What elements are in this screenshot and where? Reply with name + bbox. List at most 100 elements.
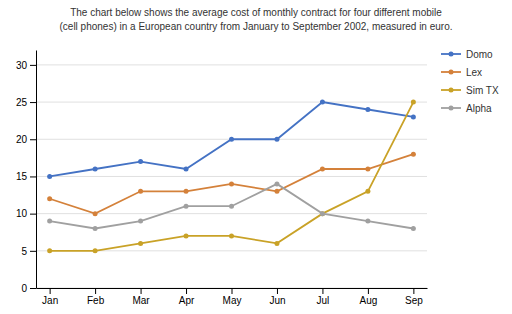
x-tick-label: Apr	[179, 295, 195, 306]
series-point	[320, 211, 325, 216]
series-point	[365, 189, 370, 194]
y-tick: 30	[16, 60, 36, 71]
series	[47, 100, 416, 254]
x-tick-label: Sep	[405, 295, 423, 306]
y-tick-mark	[30, 176, 36, 177]
x-tick-label: Jan	[42, 295, 58, 306]
x-tick: Apr	[179, 288, 195, 306]
y-tick-mark	[30, 251, 36, 252]
x-tick: May	[223, 288, 242, 306]
legend-item: Alpha	[441, 103, 492, 114]
legend-item: Lex	[441, 67, 482, 78]
y-tick-mark	[30, 65, 36, 66]
y-axis: 0 5 10 15 20 25 30	[16, 51, 37, 294]
x-tick-mark	[322, 288, 323, 294]
legend-marker	[449, 70, 454, 75]
y-tick-mark	[30, 139, 36, 140]
x-tick: Jun	[269, 288, 285, 306]
series-point	[365, 167, 370, 172]
series-point	[320, 211, 325, 216]
x-tick-mark	[232, 288, 233, 294]
series-point	[229, 137, 234, 142]
grid-line	[36, 64, 427, 65]
legend-item: Domo	[441, 49, 493, 60]
series-point	[184, 167, 189, 172]
series-point	[365, 219, 370, 224]
x-tick-mark	[50, 288, 51, 294]
x-tick: Mar	[132, 288, 150, 306]
series	[47, 100, 416, 179]
series-point	[47, 196, 52, 201]
series-point	[93, 211, 98, 216]
series-point	[47, 174, 52, 179]
series-point	[184, 204, 189, 209]
legend-label: Alpha	[466, 103, 492, 114]
series-point	[411, 152, 416, 157]
grid-line	[36, 176, 427, 177]
series-line	[50, 102, 414, 176]
series-point	[138, 159, 143, 164]
y-tick: 25	[16, 97, 36, 108]
title: The chart below shows the average cost o…	[70, 7, 442, 18]
y-tick-mark	[30, 288, 36, 289]
y-tick-label: 0	[21, 283, 27, 294]
y-axis-line	[36, 51, 37, 289]
series-point	[138, 219, 143, 224]
series-point	[274, 189, 279, 194]
chart: The chart below shows the average cost o…	[0, 0, 512, 314]
series-point	[184, 189, 189, 194]
series-area	[47, 100, 416, 254]
y-tick-label: 30	[16, 60, 28, 71]
x-tick: Jul	[317, 288, 330, 306]
x-tick-mark	[368, 288, 369, 294]
series	[47, 181, 416, 231]
series-point	[274, 241, 279, 246]
series-point	[138, 189, 143, 194]
subtitle: (cell phones) in a European country from…	[60, 21, 453, 32]
x-tick-label: Feb	[87, 295, 105, 306]
series-point	[274, 181, 279, 186]
series-line	[50, 184, 414, 229]
series-point	[411, 100, 416, 105]
series-point	[411, 114, 416, 119]
x-tick: Aug	[359, 288, 377, 306]
y-tick-label: 10	[16, 208, 28, 219]
series-point	[93, 167, 98, 172]
x-tick-mark	[413, 288, 414, 294]
x-tick-mark	[277, 288, 278, 294]
grid	[36, 65, 427, 288]
legend-label: Sim TX	[466, 85, 499, 96]
legend-marker	[449, 106, 454, 111]
x-tick-mark	[95, 288, 96, 294]
series	[47, 152, 416, 217]
grid-line	[36, 102, 427, 103]
series-point	[138, 241, 143, 246]
x-tick: Sep	[405, 288, 423, 306]
y-tick-label: 5	[21, 246, 27, 257]
x-tick: Feb	[87, 288, 105, 306]
series-point	[229, 204, 234, 209]
series-point	[184, 233, 189, 238]
x-tick-label: Mar	[132, 295, 150, 306]
plot: 0 5 10 15 20 25 30 Jan Feb Mar Apr May Jun Jul Aug Sep	[16, 51, 428, 307]
y-tick: 20	[16, 134, 36, 145]
series-point	[47, 219, 52, 224]
series-point	[320, 100, 325, 105]
series-point	[93, 226, 98, 231]
y-tick: 5	[21, 246, 36, 257]
x-tick-label: Jun	[269, 295, 285, 306]
legend-label: Domo	[466, 49, 493, 60]
y-tick-label: 15	[16, 171, 28, 182]
legend: Domo Lex Sim TX Alpha	[441, 49, 499, 114]
series-line	[50, 154, 414, 214]
x-tick-mark	[186, 288, 187, 294]
legend-item: Sim TX	[441, 85, 499, 96]
x-tick-label: Jul	[317, 295, 330, 306]
series-point	[365, 107, 370, 112]
y-tick-label: 20	[16, 134, 28, 145]
x-tick: Jan	[42, 288, 58, 306]
series-point	[229, 233, 234, 238]
y-tick: 0	[21, 283, 36, 294]
y-tick: 15	[16, 171, 36, 182]
y-tick-label: 25	[16, 97, 28, 108]
